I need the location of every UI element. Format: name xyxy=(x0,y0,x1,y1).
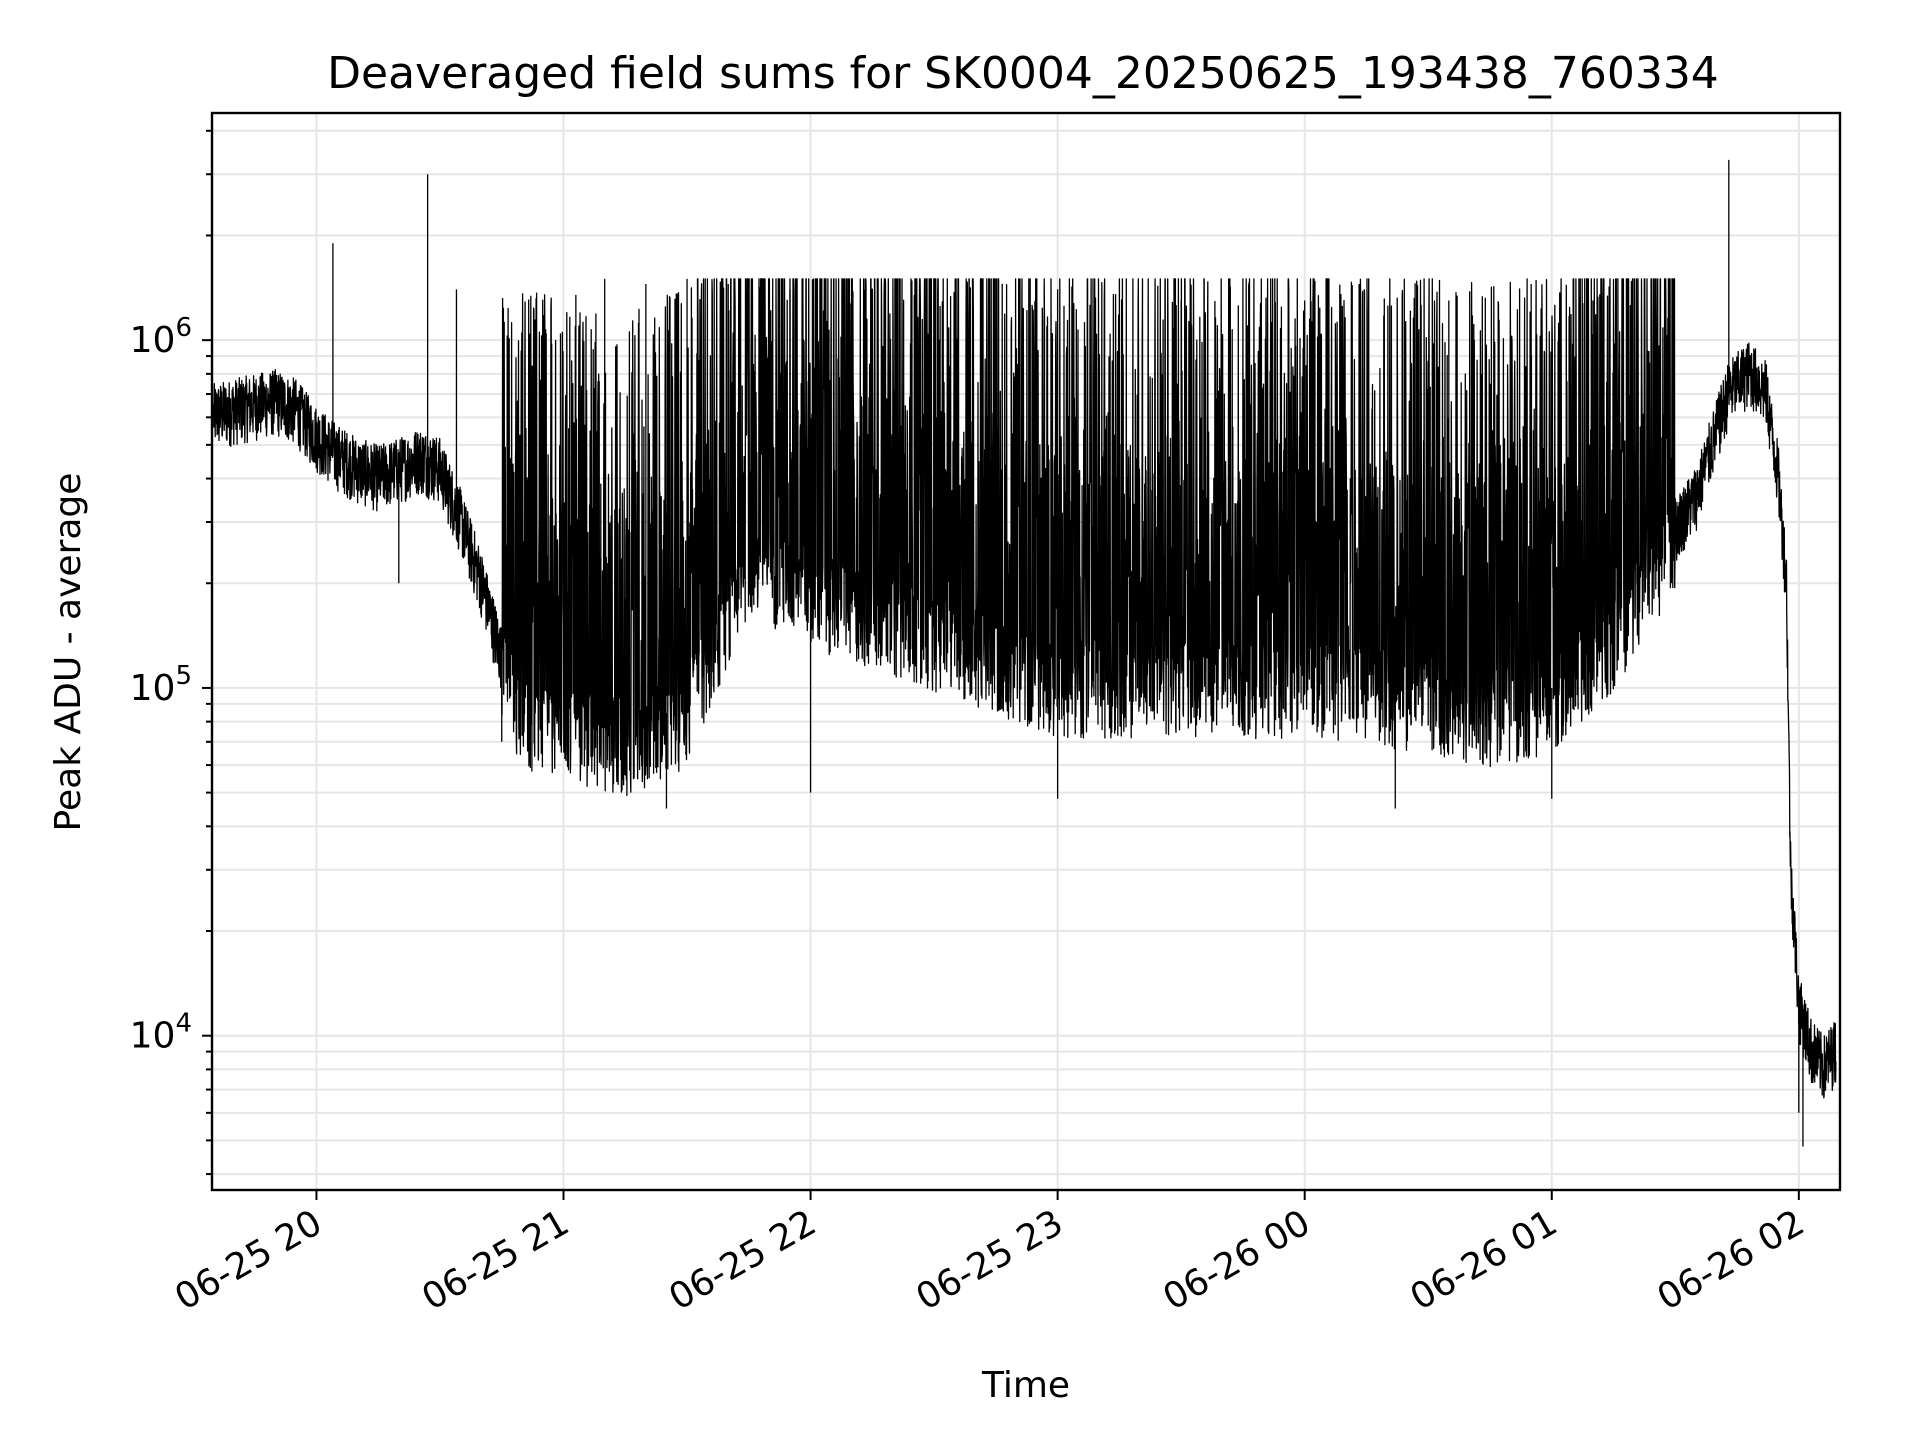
y-tick-label: 106 xyxy=(130,313,192,361)
chart-title: Deaveraged field sums for SK0004_2025062… xyxy=(327,48,1719,99)
x-axis-label: Time xyxy=(981,1365,1070,1406)
series-line xyxy=(212,278,1837,1099)
y-tick-label: 104 xyxy=(130,1009,192,1057)
y-axis-label: Peak ADU - average xyxy=(48,473,89,832)
plot-frame xyxy=(210,111,1842,1192)
series-layer xyxy=(212,159,1837,1147)
y-tick-label: 105 xyxy=(130,661,192,709)
